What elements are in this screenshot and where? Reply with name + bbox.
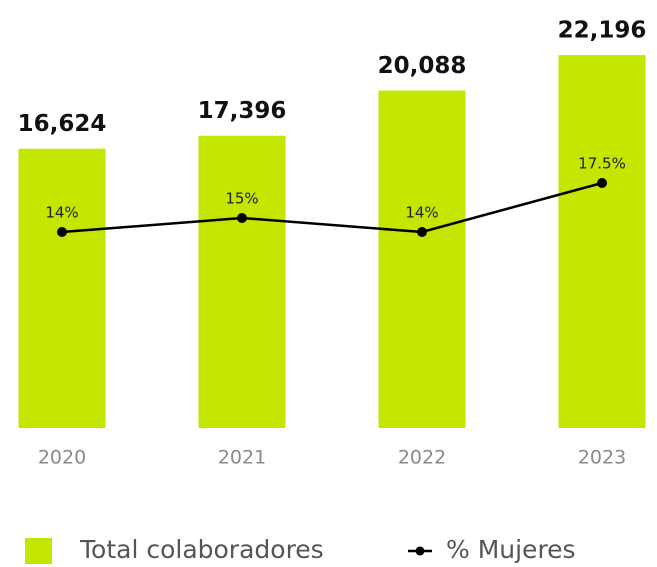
line-value-label: 17.5%	[578, 155, 626, 173]
bar	[558, 55, 646, 428]
line-point	[417, 227, 427, 237]
x-tick-label: 2023	[578, 447, 626, 469]
line-point	[237, 213, 247, 223]
bar	[378, 90, 466, 428]
x-tick-label: 2022	[398, 447, 446, 469]
bar-value-label: 20,088	[378, 53, 467, 79]
legend-label: Total colaboradores	[79, 535, 324, 564]
line-value-label: 14%	[405, 204, 438, 222]
x-tick-label: 2020	[38, 447, 86, 469]
legend-point	[415, 546, 425, 556]
bar-value-label: 22,196	[558, 18, 647, 44]
bar	[18, 148, 106, 428]
line-point	[597, 178, 607, 188]
bar-value-label: 17,396	[198, 98, 287, 124]
bar	[198, 135, 286, 428]
legend-swatch	[25, 538, 52, 564]
x-tick-label: 2021	[218, 447, 266, 469]
bar-value-label: 16,624	[18, 111, 107, 137]
line-value-label: 14%	[45, 204, 78, 222]
legend-label: % Mujeres	[446, 535, 576, 564]
line	[61, 181, 603, 234]
line-point	[57, 227, 67, 237]
line-value-label: 15%	[225, 190, 258, 208]
